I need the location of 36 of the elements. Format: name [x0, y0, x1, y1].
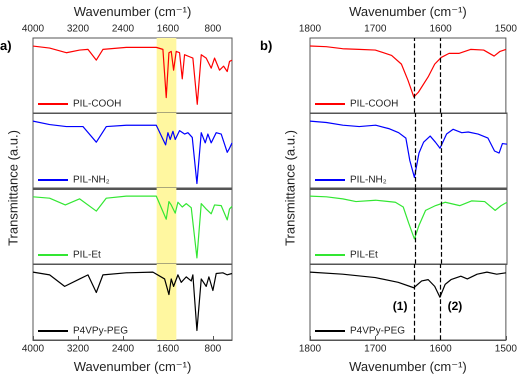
- legend-label: P4VPy-PEG: [350, 325, 406, 336]
- x2-tick-label: 800: [204, 24, 222, 34]
- x2-tick-label: 1800: [298, 24, 322, 34]
- x2-tick-label: 4000: [22, 24, 45, 34]
- x-axis-title: Wavenumber (cm⁻¹): [74, 358, 192, 374]
- legend-label: PIL-COOH: [350, 98, 398, 110]
- x-tick-label: 1800: [298, 343, 322, 354]
- x2-tick-label: 2400: [112, 24, 135, 34]
- x2-tick-label: 1700: [364, 24, 387, 34]
- x-tick-label: 1700: [364, 343, 387, 354]
- text: a): [0, 38, 12, 53]
- x-tick-label: 800: [204, 343, 222, 354]
- x-tick-label: 3200: [66, 343, 90, 354]
- annotation: (2): [448, 298, 462, 313]
- x2-tick-label: 1500: [494, 24, 518, 34]
- y-axis-title: Transmittance (a.u.): [282, 130, 298, 246]
- x-tick-label: 1600: [429, 343, 452, 354]
- x2-tick-label: 1600: [156, 24, 180, 34]
- legend-label: P4VPy-PEG: [73, 325, 128, 336]
- x2-tick-label: 1600: [429, 24, 452, 34]
- x2-axis-title: Wavenumber (cm⁻¹): [74, 4, 192, 19]
- x2-axis-title: Wavenumber (cm⁻¹): [349, 4, 467, 19]
- legend-label: PIL-NH₂: [73, 174, 110, 185]
- x-tick-label: 1500: [494, 343, 518, 354]
- x-axis-title: Wavenumber (cm⁻¹): [349, 358, 467, 374]
- x2-tick-label: 3200: [66, 24, 90, 34]
- legend-label: PIL-Et: [73, 250, 102, 260]
- text: b): [260, 38, 272, 53]
- legend-label: PIL-COOH: [73, 98, 122, 110]
- x-tick-label: 2400: [112, 343, 135, 354]
- x-tick-label: 1600: [156, 343, 180, 354]
- legend-label: PIL-NH₂: [350, 174, 387, 185]
- y-axis-title: Transmittance (a.u.): [6, 130, 20, 246]
- legend-label: PIL-Et: [350, 250, 378, 260]
- annotation: (1): [392, 298, 408, 313]
- x-tick-label: 4000: [22, 343, 45, 354]
